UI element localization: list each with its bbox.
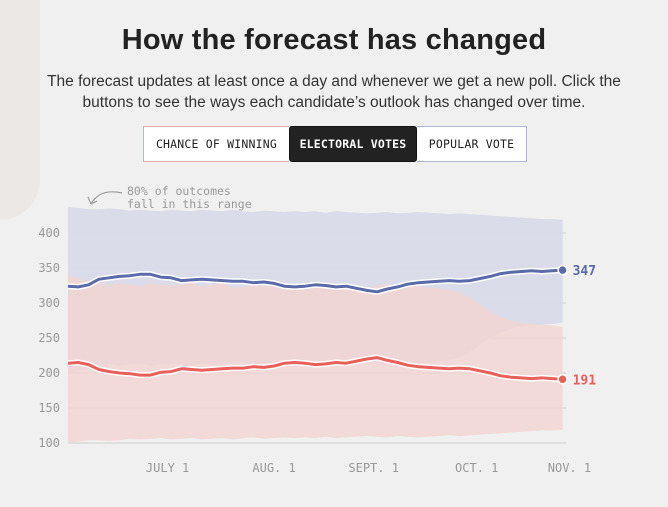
- y-tick-label: 150: [38, 401, 60, 415]
- tab-chance-of-winning[interactable]: CHANCE OF WINNING: [143, 126, 289, 162]
- red-end-label: 191: [573, 373, 597, 388]
- y-tick-label: 250: [38, 331, 60, 345]
- band-layer: [68, 207, 563, 443]
- y-tick-label: 300: [38, 296, 60, 310]
- label-layer: 100 150 200 250 300 350 400 JULY 1 AUG. 1 SEPT. 1…: [38, 226, 596, 475]
- y-tick-label: 350: [38, 261, 60, 275]
- red-series-line: [67, 356, 563, 381]
- x-tick-label: NOV. 1: [548, 461, 591, 475]
- red-range-band: [68, 275, 563, 443]
- y-tick-label: 400: [38, 226, 60, 240]
- forecast-tabs: CHANCE OF WINNING ELECTORAL VOTES POPULA…: [143, 126, 527, 162]
- tab-popular-vote[interactable]: POPULAR VOTE: [417, 126, 527, 162]
- page-subtitle: The forecast updates at least once a day…: [47, 73, 621, 111]
- x-tick-label: OCT. 1: [455, 461, 498, 475]
- x-tick-label: SEPT. 1: [348, 461, 399, 475]
- range-annotation: 80% of outcomes fall in this range: [87, 184, 252, 211]
- annotation-line-1: 80% of outcomes: [127, 184, 231, 198]
- page-title: How the forecast has changed: [121, 24, 547, 56]
- blue-series-line: [67, 268, 563, 294]
- annotation-arrow-icon: [87, 191, 123, 205]
- background-decoration: [0, 0, 40, 220]
- x-tick-label: AUG. 1: [252, 461, 295, 475]
- red-end-point: [557, 374, 568, 385]
- y-tick-label: 100: [38, 436, 60, 450]
- blue-end-point: [557, 264, 568, 276]
- y-tick-label: 200: [38, 366, 60, 380]
- x-tick-label: JULY 1: [146, 461, 189, 475]
- tab-electoral-votes[interactable]: ELECTORAL VOTES: [289, 126, 417, 162]
- line-layer: [67, 264, 568, 385]
- annotation-line-2: fall in this range: [127, 197, 252, 211]
- blue-end-label: 347: [573, 264, 596, 279]
